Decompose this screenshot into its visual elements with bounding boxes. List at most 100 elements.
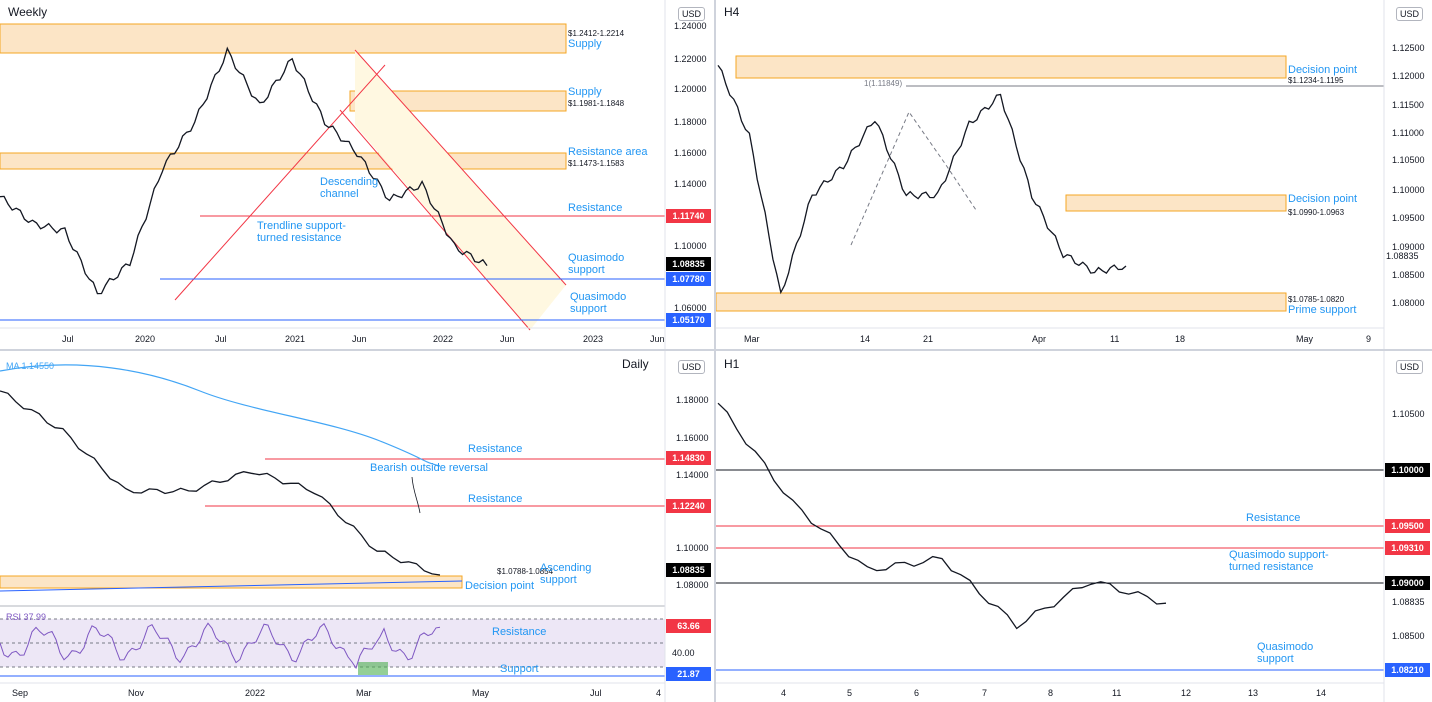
descending-channel-label: Descending channel [320,176,379,200]
channel-fill [355,50,566,330]
trendline-label: Trendline support-turned resistance [257,220,346,244]
weekly-price-tick-7: 1.10000 [674,241,707,251]
h4-prime-support-zone [716,292,1287,312]
h1-price-line [717,402,1167,630]
rsi-highlight [358,662,388,675]
h1-chart-svg [716,351,1385,702]
daily-date-tick-5: Jul [590,688,602,698]
h1-panel[interactable]: H1 USD 1.10500 1.10000 1.09500 1.08835 1.085… [716,351,1432,702]
daily-zone-range: $1.0788-1.0854 [497,567,554,576]
h1-currency[interactable]: USD [1396,360,1424,374]
h4-zone-range-2: $1.0990-1.0963 [1288,208,1345,217]
weekly-badge-qm1: 1.07780 [666,272,711,286]
quasimodo-label-2: Quasimodo support [570,291,627,315]
daily-price-tick-0: 1.18000 [676,395,709,405]
resistance-area-zone [0,152,567,170]
daily-decision-zone [0,575,463,589]
vertical-divider[interactable] [714,0,716,702]
rsi-line [0,622,441,670]
rsi-resistance-label: Resistance [492,626,547,638]
daily-price-tick-1: 1.16000 [676,433,709,443]
daily-reversal-arrow [411,476,421,514]
h1-price-tick-4: 1.08500 [1392,631,1425,641]
daily-badge-2: 1.12240 [666,499,711,513]
daily-ma-line [0,364,441,467]
daily-date-tick-2: 2022 [245,688,266,698]
weekly-price-line [0,46,488,295]
weekly-price-tick-1: 1.22000 [674,54,707,64]
h4-panel[interactable]: H4 USD 1.12500 1.12000 1.11500 1.11000 1.105… [716,0,1432,349]
h4-zone-name-1: Decision point [1288,64,1358,76]
zone-range-2: $1.1981-1.1848 [568,99,625,108]
daily-decision-label: Decision point [465,580,535,592]
weekly-date-tick-7: 2023 [583,334,604,344]
supply-zone-top [0,23,567,54]
weekly-date-tick-6: Jun [500,334,515,344]
weekly-currency[interactable]: USD [678,7,706,21]
h4-currency[interactable]: USD [1396,7,1424,21]
daily-panel[interactable]: MA 1.14550 Daily USD 1.18000 1.16000 1.140… [0,351,714,702]
channel-upper [354,49,567,286]
weekly-price-tick-4: 1.16000 [674,148,707,158]
trendline [174,64,386,301]
zone-name-2: Supply [568,86,602,98]
daily-chart-svg [0,351,666,702]
daily-ascending-support [0,580,463,592]
weekly-date-tick-2: Jul [215,334,227,344]
h4-date-tick-6: May [1296,334,1314,344]
daily-date-tick-0: Sep [12,688,29,698]
weekly-badge-qm2: 1.05170 [666,313,711,327]
daily-date-tick-1: Nov [128,688,145,698]
h1-qm-support-label: Quasimodo support [1257,641,1314,665]
zone-name-1: Supply [568,38,602,50]
rsi-value: 37.99 [23,612,47,622]
resistance-label: Resistance [568,202,623,214]
quasimodo-label-1: Quasimodo support [568,252,625,276]
daily-currency[interactable]: USD [678,360,706,374]
weekly-price-tick-2: 1.20000 [674,84,707,94]
h1-price-tick-3: 1.08835 [1392,597,1425,607]
h1-badge-4: 1.09000 [1385,576,1430,590]
h4-price-tick-7: 1.09000 [1392,242,1425,252]
h4-price-tick-6: 1.09500 [1392,213,1425,223]
h4-zone-name-3: Prime support [1288,304,1357,316]
ma-value: 1.14550 [21,361,55,371]
h1-date-tick-2: 6 [914,688,920,698]
h4-price-tick-1: 1.12000 [1392,71,1425,81]
rsi-name: RSI [6,612,22,622]
daily-badge-1: 1.14830 [666,451,711,465]
h4-price-line [717,65,1127,295]
h1-date-tick-4: 8 [1048,688,1054,698]
weekly-title: Weekly [6,5,50,19]
horizontal-divider[interactable] [0,349,1432,351]
h4-decision-zone-top [735,55,1287,79]
h1-date-tick-3: 7 [982,688,988,698]
h4-date-tick-1: 14 [860,334,871,344]
h4-title: H4 [722,5,742,19]
h4-date-tick-4: 11 [1110,334,1120,344]
h4-fib-label: 1(1.11849) [864,79,903,88]
h1-date-tick-6: 12 [1181,688,1192,698]
weekly-price-tick-5: 1.14000 [674,179,707,189]
h4-zone-range-1: $1.1234-1.1195 [1288,76,1344,85]
daily-ma-label: MA 1.14550 [6,361,54,371]
daily-date-tick-3: Mar [356,688,372,698]
h4-price-tick-8: 1.08500 [1392,270,1425,280]
h4-price-tick-4: 1.10500 [1392,155,1425,165]
rsi-badge-1: 63.66 [666,619,711,633]
daily-title: Daily [620,357,651,371]
rsi-label: RSI 37.99 [6,612,46,622]
daily-date-tick-6: 4 [656,688,662,698]
h4-price-tick-9: 1.08000 [1392,298,1425,308]
weekly-date-tick-1: 2020 [135,334,156,344]
h4-date-tick-2: 21 [923,334,934,344]
rsi-support-label: Support [500,663,539,675]
h4-date-tick-5: 18 [1175,334,1186,344]
daily-resistance-label-2: Resistance [468,493,523,505]
h1-price-tick-0: 1.10500 [1392,409,1425,419]
zone-name-3: Resistance area [568,146,648,158]
h4-chart-svg [716,0,1385,349]
h4-zone-name-2: Decision point [1288,193,1358,205]
weekly-panel[interactable]: Weekly USD 1.24000 1.22000 1.20000 1.18000 1… [0,0,714,349]
daily-price-tick-3: 1.10000 [676,543,709,553]
